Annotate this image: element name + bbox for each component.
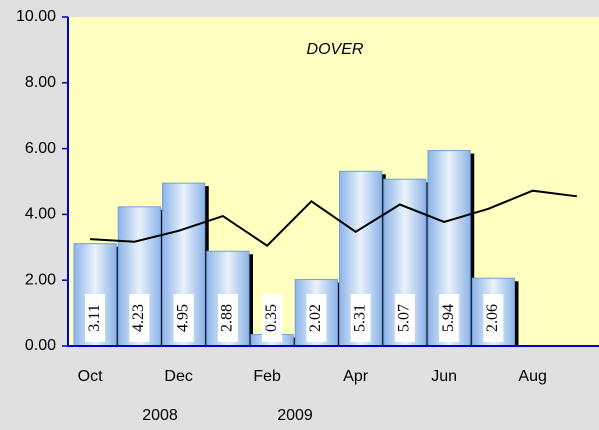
value-label-box [173,294,194,342]
value-label: 5.07 [396,304,413,332]
value-label-box [350,294,371,342]
value-label: 5.94 [440,304,457,332]
x-tick-label: Oct [78,368,103,385]
y-tick-label: 2.00 [25,271,56,288]
value-label-box [217,294,238,342]
y-tick-label: 8.00 [25,74,56,91]
x-tick-label: Dec [164,368,192,385]
value-label: 2.02 [307,304,324,332]
chart-title: DOVER [307,41,364,58]
value-label-box [262,294,283,342]
value-label-box [483,294,504,342]
value-label: 2.06 [484,304,501,332]
value-label-box [394,294,415,342]
y-tick-label: 0.00 [25,337,56,354]
value-label-box [439,294,460,342]
value-label: 0.35 [263,304,280,332]
x-tick-label: Aug [518,368,546,385]
x-tick-label: Apr [343,368,369,385]
line [90,189,578,247]
value-label-box [306,294,327,342]
value-label: 4.95 [174,304,191,332]
x-tick-label: Jun [431,368,457,385]
y-tick-label: 6.00 [25,140,56,157]
year-label: 2008 [142,407,178,424]
y-tick-label: 4.00 [25,206,56,223]
x-tick-label: Feb [253,368,281,385]
value-label: 2.88 [219,304,236,332]
value-label-box [129,294,150,342]
year-label: 2009 [277,407,313,424]
value-label: 3.11 [86,304,103,331]
value-label: 5.31 [351,304,368,332]
y-tick-label: 10.00 [16,8,56,25]
value-label-box [85,294,106,342]
value-label: 4.23 [130,304,147,332]
